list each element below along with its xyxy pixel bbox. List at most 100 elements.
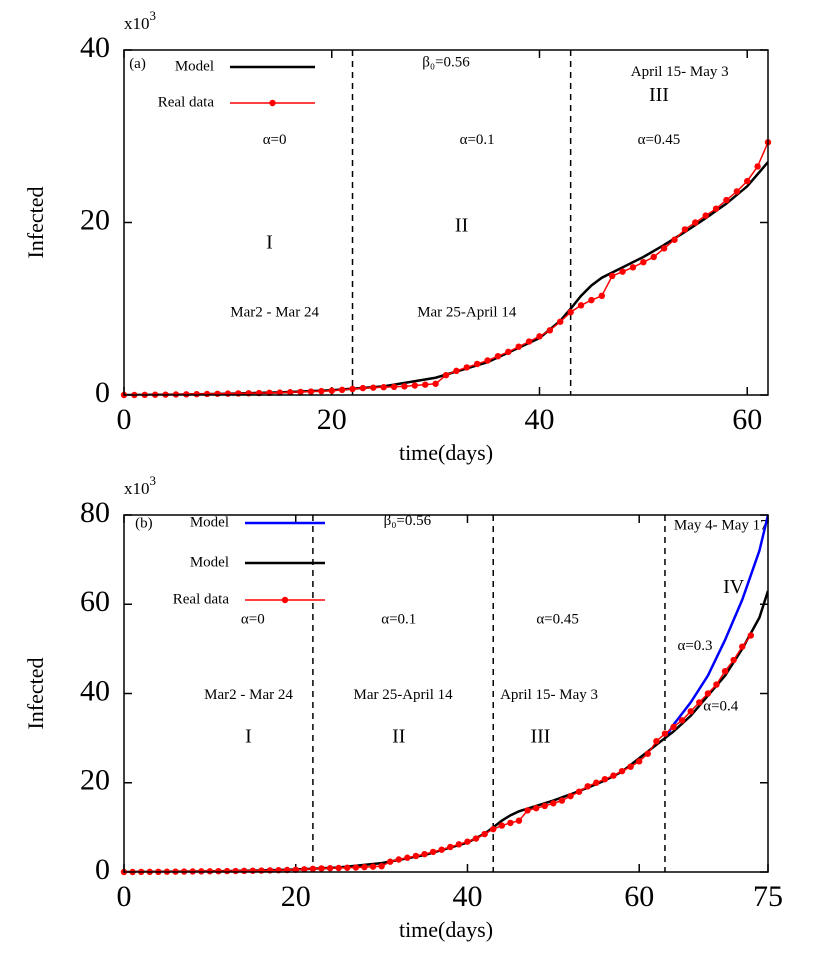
- data-point: [232, 867, 239, 875]
- data-point: [401, 383, 408, 390]
- data-point: [744, 177, 751, 185]
- annotation: (b): [135, 515, 153, 531]
- data-point: [447, 843, 454, 851]
- y-tick-label: 0: [95, 853, 110, 886]
- annotation: α=0.45: [536, 611, 579, 627]
- data-point: [536, 333, 543, 340]
- annotation: May 4- May 17: [674, 518, 768, 534]
- annotation: I: [245, 726, 252, 748]
- data-point: [515, 817, 523, 824]
- annotation: β₀=0.56: [422, 54, 470, 70]
- data-point: [370, 384, 377, 391]
- data-point: [463, 364, 470, 371]
- data-point: [671, 236, 678, 243]
- data-point: [338, 386, 346, 394]
- y-multiplier: x103: [124, 473, 156, 498]
- data-point: [258, 867, 265, 874]
- data-point: [481, 830, 488, 838]
- data-point: [276, 389, 284, 396]
- data-point: [598, 292, 606, 300]
- annotation: α=0.3: [677, 638, 712, 654]
- data-point: [438, 846, 445, 853]
- data-point: [494, 352, 502, 360]
- data-point: [309, 865, 317, 873]
- data-point: [712, 205, 720, 212]
- legend-label: Model: [190, 554, 229, 570]
- series-line: [124, 161, 768, 395]
- legend-label: Model: [190, 514, 229, 530]
- data-point: [644, 750, 651, 757]
- annotation: April 15- May 3: [631, 64, 729, 80]
- data-point: [286, 389, 294, 396]
- plot-frame: [123, 49, 769, 396]
- y-tick-label: 40: [80, 674, 110, 707]
- annotation: I: [266, 232, 273, 254]
- legend-label: Real data: [158, 94, 215, 110]
- y-axis-label: Infected: [23, 186, 48, 258]
- data-point: [687, 708, 694, 715]
- data-point: [524, 807, 531, 814]
- annotation: II: [392, 726, 405, 748]
- data-point: [730, 656, 737, 664]
- data-point: [661, 730, 669, 737]
- annotation: α=0.1: [381, 611, 416, 627]
- y-multiplier-exp: 3: [150, 8, 157, 23]
- data-point: [505, 348, 512, 356]
- data-point: [588, 296, 595, 304]
- annotation: α=0.45: [638, 132, 681, 148]
- annotation: II: [455, 214, 468, 236]
- data-point: [484, 357, 491, 364]
- data-point: [318, 865, 325, 872]
- data-point: [453, 367, 460, 375]
- data-point: [369, 863, 377, 870]
- data-point: [326, 865, 334, 872]
- data-point: [670, 723, 677, 731]
- annotation: Mar2 - Mar 24: [230, 305, 319, 321]
- data-point: [546, 327, 554, 334]
- annotation: α=0: [241, 611, 265, 627]
- data-point: [421, 850, 428, 858]
- data-point: [660, 245, 668, 252]
- data-point: [203, 390, 211, 398]
- y-multiplier-base: x10: [124, 14, 150, 33]
- data-point: [412, 852, 420, 860]
- annotation: (a): [129, 56, 146, 72]
- data-point: [328, 387, 335, 394]
- data-point: [739, 643, 746, 650]
- y-tick-label: 20: [80, 203, 110, 236]
- y-multiplier-exp: 3: [150, 473, 157, 488]
- y-tick-label: 80: [80, 496, 110, 529]
- data-point: [297, 388, 304, 396]
- data-point: [577, 302, 585, 309]
- data-point: [395, 856, 402, 863]
- data-point: [696, 699, 703, 706]
- data-point: [558, 797, 566, 804]
- data-point: [224, 390, 232, 397]
- x-tick-label: 20: [317, 403, 347, 436]
- data-point: [557, 318, 564, 325]
- data-point: [349, 385, 356, 393]
- annotation: III: [649, 84, 669, 106]
- data-point: [721, 667, 729, 675]
- data-point: [422, 381, 429, 388]
- data-point: [525, 338, 533, 345]
- x-axis-label: time(days): [399, 440, 493, 465]
- data-point: [390, 383, 398, 391]
- annotation: Mar 25-April 14: [353, 687, 453, 703]
- data-point: [704, 690, 712, 697]
- y-tick-label: 20: [80, 764, 110, 797]
- data-point: [223, 867, 231, 875]
- x-tick-label: 0: [117, 880, 132, 913]
- data-point: [541, 802, 548, 810]
- data-point: [241, 867, 248, 875]
- data-point: [359, 384, 367, 392]
- legend-marker: [281, 596, 289, 604]
- data-point: [702, 212, 709, 219]
- series-line: [124, 590, 768, 872]
- data-point: [404, 854, 411, 861]
- data-point: [723, 196, 730, 204]
- x-tick-label: 20: [281, 880, 311, 913]
- data-point: [619, 268, 626, 275]
- series-line: [124, 141, 768, 395]
- data-point: [550, 800, 557, 807]
